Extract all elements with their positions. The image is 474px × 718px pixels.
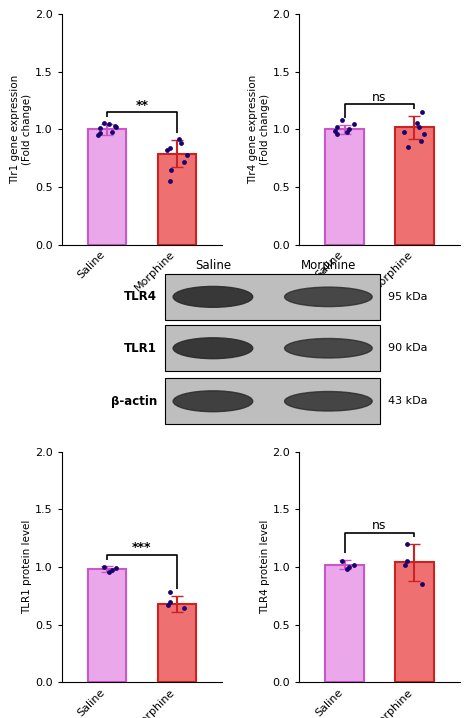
- Bar: [395, 127, 434, 245]
- Bar: [157, 604, 196, 682]
- Bar: [165, 378, 380, 424]
- Point: [113, 121, 120, 133]
- Text: 90 kDa: 90 kDa: [388, 343, 428, 353]
- Point: [105, 118, 113, 129]
- Point: [167, 164, 174, 175]
- Y-axis label: Tlr1 gene expression
(Fold change): Tlr1 gene expression (Fold change): [10, 75, 32, 184]
- Point: [163, 144, 171, 156]
- Point: [403, 538, 411, 550]
- Point: [177, 138, 185, 149]
- Point: [338, 556, 346, 567]
- Point: [113, 562, 120, 574]
- Point: [343, 126, 350, 137]
- Text: ns: ns: [372, 90, 387, 103]
- Point: [96, 123, 104, 134]
- Point: [403, 556, 411, 567]
- Point: [108, 126, 116, 137]
- Text: β-actin: β-actin: [111, 395, 157, 408]
- Point: [166, 587, 173, 598]
- Ellipse shape: [284, 287, 372, 307]
- Text: ***: ***: [132, 541, 152, 554]
- Point: [181, 602, 188, 614]
- Point: [420, 129, 428, 140]
- Bar: [88, 569, 126, 682]
- Bar: [326, 565, 364, 682]
- Point: [350, 559, 358, 571]
- Point: [180, 156, 188, 167]
- Point: [105, 566, 113, 577]
- Text: Morphine: Morphine: [301, 259, 356, 272]
- Point: [350, 118, 358, 129]
- Point: [166, 175, 174, 187]
- Point: [166, 142, 174, 154]
- Text: **: **: [136, 98, 148, 111]
- Point: [166, 596, 173, 607]
- Y-axis label: TLR4 protein level: TLR4 protein level: [260, 520, 270, 614]
- Point: [100, 561, 108, 573]
- Point: [96, 127, 104, 139]
- Point: [401, 126, 408, 137]
- Point: [346, 561, 353, 573]
- Text: ns: ns: [372, 519, 387, 532]
- Bar: [165, 325, 380, 371]
- Text: 95 kDa: 95 kDa: [388, 292, 428, 302]
- Ellipse shape: [284, 338, 372, 358]
- Point: [418, 106, 426, 118]
- Point: [108, 565, 116, 577]
- Bar: [395, 562, 434, 682]
- Point: [343, 564, 350, 575]
- Point: [413, 117, 420, 129]
- Text: Saline: Saline: [195, 259, 231, 272]
- Ellipse shape: [173, 391, 253, 411]
- Point: [334, 129, 341, 140]
- Point: [418, 579, 426, 590]
- Point: [338, 114, 346, 126]
- Point: [405, 141, 412, 152]
- Point: [415, 121, 422, 133]
- Bar: [326, 129, 364, 245]
- Text: TLR1: TLR1: [124, 342, 157, 355]
- Point: [346, 123, 353, 135]
- Point: [111, 120, 118, 131]
- Y-axis label: Tlr4 gene expression
(Fold change): Tlr4 gene expression (Fold change): [248, 75, 270, 184]
- Ellipse shape: [173, 286, 253, 307]
- Point: [401, 559, 409, 571]
- Text: TLR4: TLR4: [124, 290, 157, 304]
- Point: [331, 125, 339, 136]
- Y-axis label: TLR1 protein level: TLR1 protein level: [22, 520, 32, 614]
- Ellipse shape: [284, 391, 372, 411]
- Bar: [88, 129, 126, 245]
- Bar: [165, 274, 380, 320]
- Ellipse shape: [173, 337, 253, 359]
- Point: [418, 135, 425, 146]
- Text: 43 kDa: 43 kDa: [388, 396, 428, 406]
- Point: [164, 600, 171, 611]
- Point: [94, 129, 101, 141]
- Point: [334, 121, 341, 133]
- Bar: [157, 154, 196, 245]
- Point: [183, 149, 191, 161]
- Point: [100, 117, 108, 129]
- Point: [175, 133, 182, 144]
